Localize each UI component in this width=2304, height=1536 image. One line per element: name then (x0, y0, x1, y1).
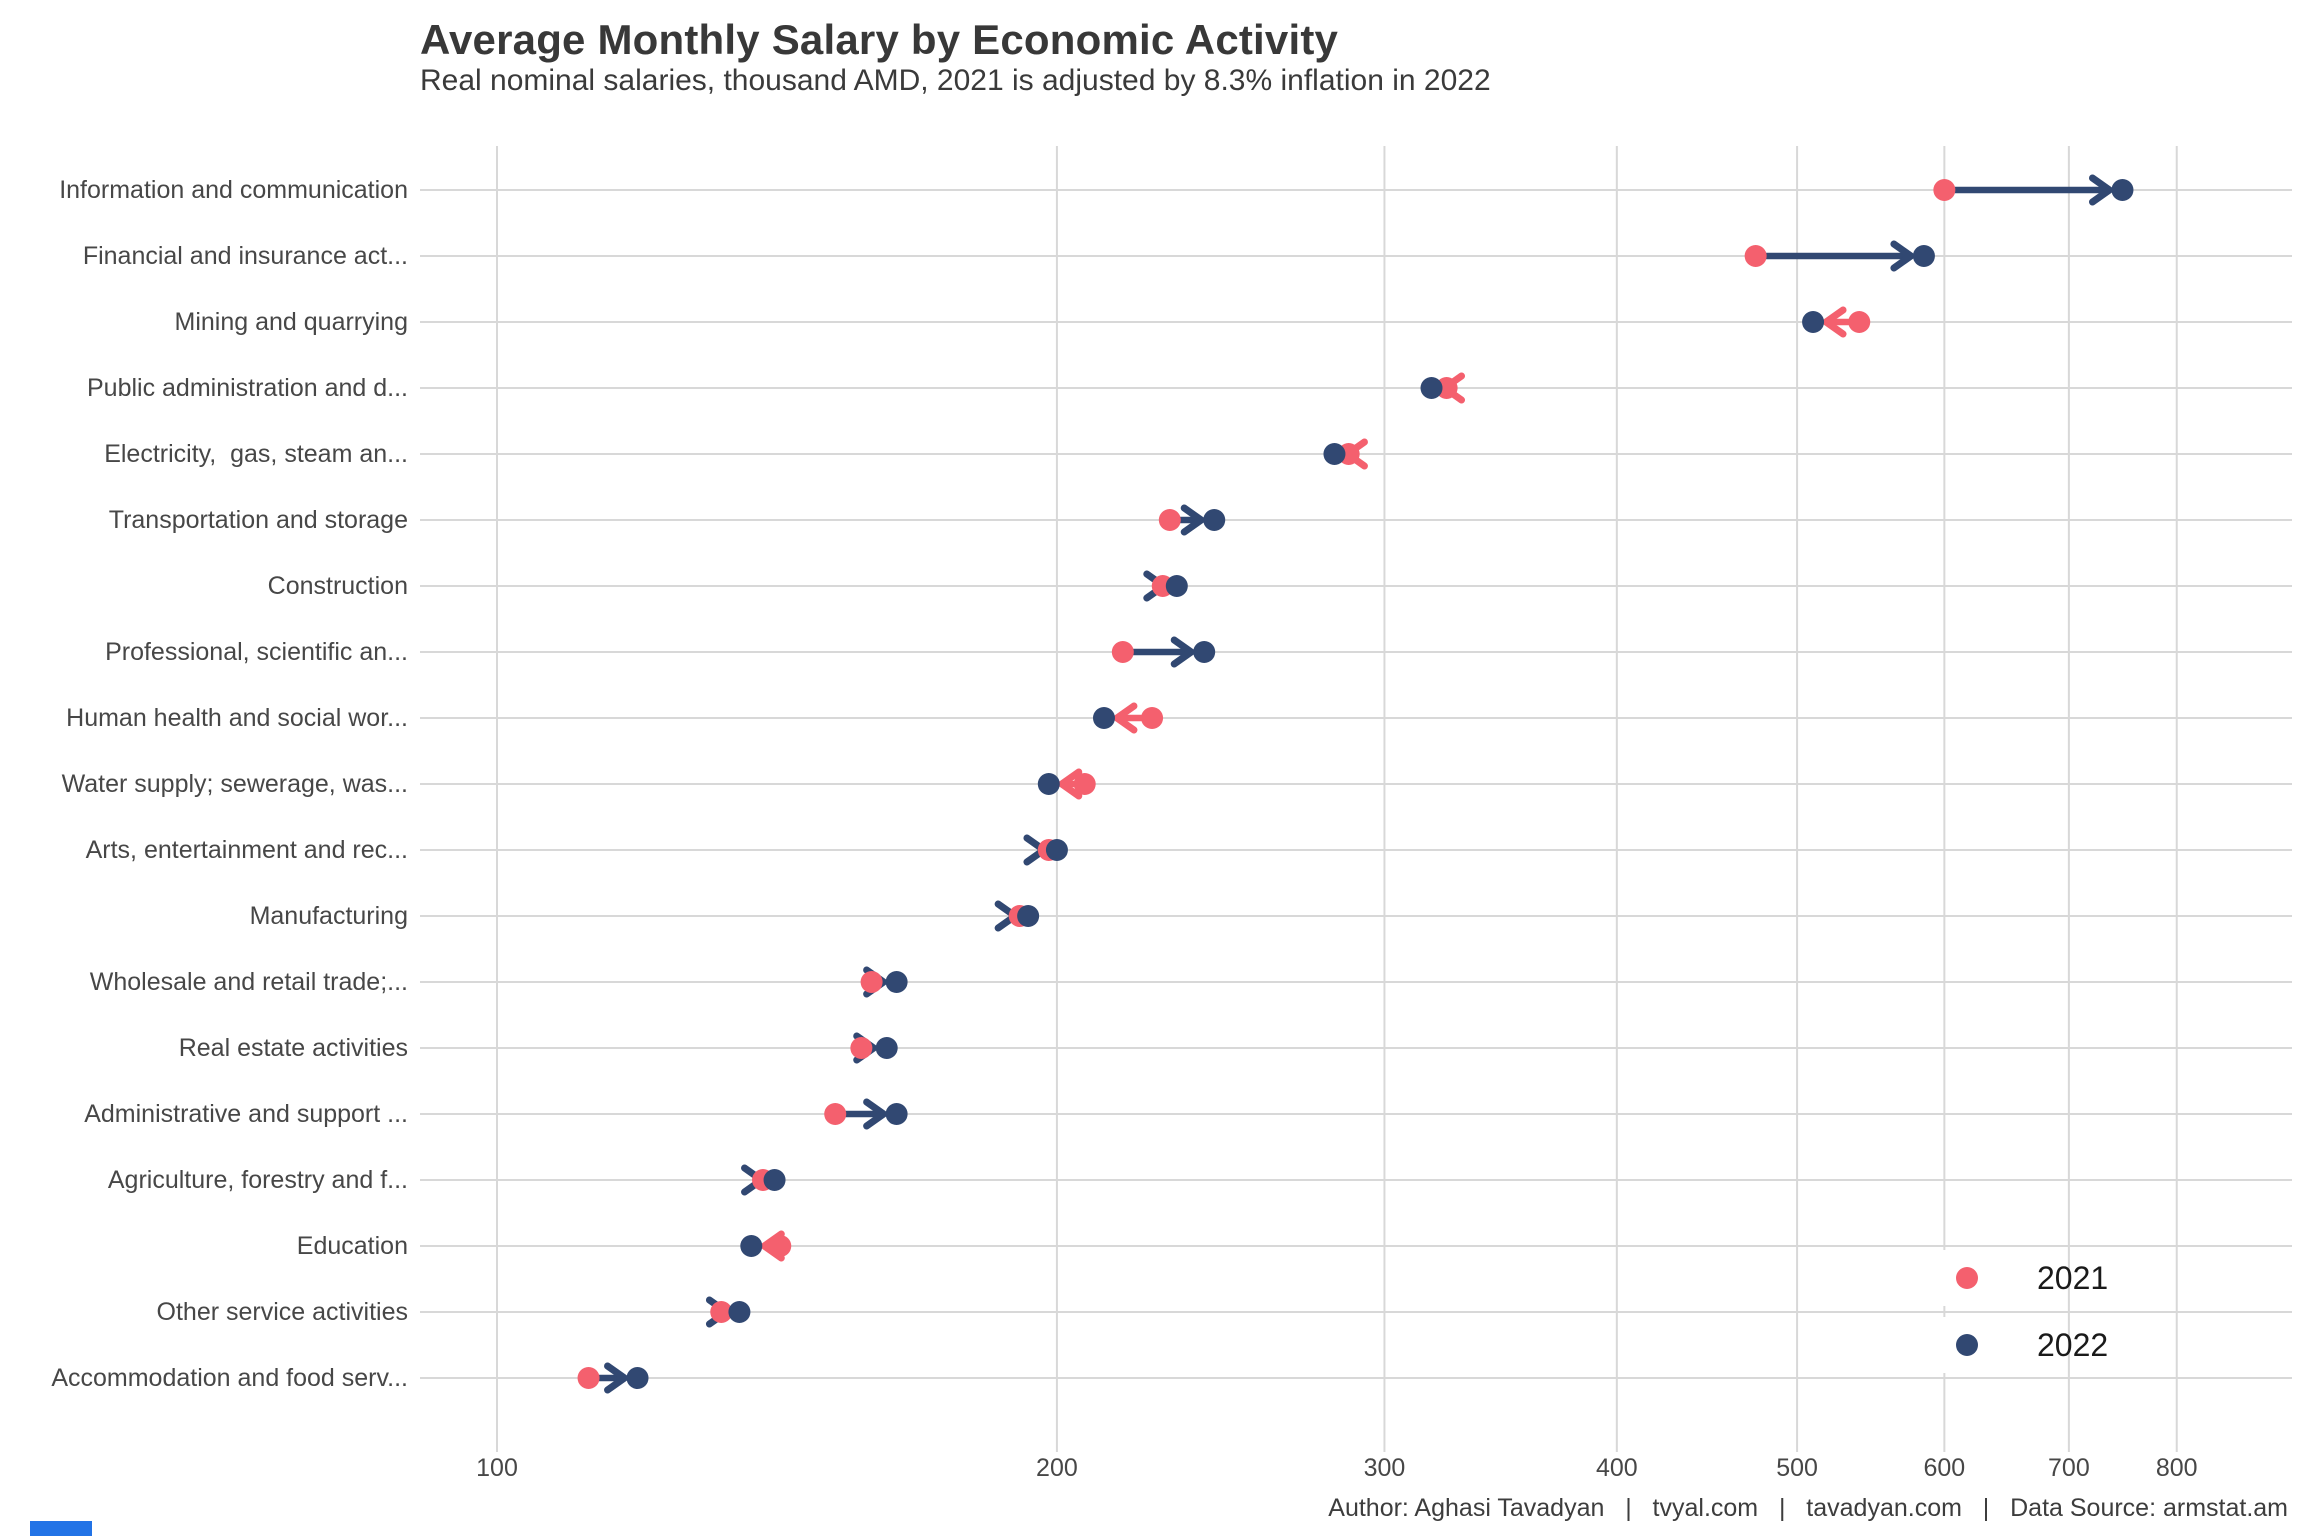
x-tick-label: 700 (2048, 1454, 2090, 1482)
data-point-2022 (1045, 839, 1068, 861)
data-point-2022 (740, 1235, 763, 1257)
legend-label: 2022 (2037, 1327, 2108, 1363)
data-point-2021 (769, 1235, 792, 1257)
legend-label: 2021 (2037, 1260, 2108, 1296)
y-axis-label: Information and communication (59, 176, 408, 204)
data-point-2021 (1744, 245, 1767, 267)
y-axis-label: Public administration and d... (86, 374, 408, 402)
y-axis-label: Construction (267, 572, 408, 600)
data-point-2022 (1323, 443, 1346, 465)
y-axis-label: Manufacturing (249, 902, 408, 930)
data-point-2022 (1802, 311, 1825, 333)
y-axis-label: Education (296, 1232, 408, 1260)
data-point-2021 (824, 1103, 847, 1125)
data-point-2022 (1420, 377, 1443, 399)
data-point-2022 (1203, 509, 1226, 531)
data-point-2021 (1158, 509, 1181, 531)
data-point-2021 (1073, 773, 1096, 795)
data-point-2021 (1848, 311, 1871, 333)
y-axis-label: Other service activities (156, 1298, 408, 1326)
data-point-2022 (728, 1301, 751, 1323)
y-axis-label: Wholesale and retail trade;... (89, 968, 408, 996)
data-point-2022 (763, 1169, 786, 1191)
y-axis-label: Mining and quarrying (174, 308, 408, 336)
data-point-2022 (1912, 245, 1935, 267)
y-axis-label: Administrative and support ... (84, 1100, 408, 1128)
page-title: Average Monthly Salary by Economic Activ… (420, 16, 1339, 63)
x-tick-label: 400 (1595, 1454, 1638, 1482)
arrowhead-left-icon (1822, 306, 1847, 338)
data-point-2022 (885, 1103, 908, 1125)
arrowhead-left-icon (1058, 768, 1083, 800)
y-axis-label: Agriculture, forestry and f... (107, 1166, 408, 1194)
arrowhead-left-icon (1113, 702, 1138, 734)
data-point-2021 (710, 1301, 733, 1323)
data-point-2021 (1141, 707, 1164, 729)
x-tick-label: 200 (1036, 1454, 1078, 1482)
chart-caption: Author: Aghasi Tavadyan | tvyal.com | ta… (1328, 1494, 2288, 1522)
y-axis-label: Accommodation and food serv... (51, 1364, 408, 1392)
data-point-2022 (1092, 707, 1115, 729)
legend-dot-icon (1956, 1267, 1978, 1289)
x-tick-label: 600 (1923, 1454, 1966, 1482)
page-subtitle: Real nominal salaries, thousand AMD, 202… (420, 64, 1491, 97)
footer-accent-bar (30, 1521, 92, 1536)
data-point-2022 (875, 1037, 898, 1059)
x-tick-label: 800 (2155, 1454, 2198, 1482)
arrowhead-right-icon (1890, 240, 1915, 272)
y-axis-label: Real estate activities (178, 1034, 408, 1062)
data-point-2021 (860, 971, 883, 993)
data-point-2022 (1193, 641, 1216, 663)
data-point-2021 (577, 1367, 600, 1389)
y-axis-label: Transportation and storage (108, 506, 408, 534)
data-point-2022 (2111, 179, 2134, 201)
arrowhead-right-icon (2088, 174, 2113, 206)
data-point-2022 (1017, 905, 1040, 927)
y-axis-label: Water supply; sewerage, was... (61, 770, 408, 798)
data-point-2022 (626, 1367, 649, 1389)
y-axis-label: Human health and social wor... (66, 704, 408, 732)
y-axis-label: Financial and insurance act... (82, 242, 408, 270)
arrowhead-right-icon (863, 1098, 888, 1130)
arrowhead-right-icon (1170, 636, 1195, 668)
x-tick-label: 500 (1776, 1454, 1818, 1482)
x-tick-label: 300 (1363, 1454, 1406, 1482)
legend-dot-icon (1956, 1334, 1978, 1356)
data-point-2021 (1435, 377, 1458, 399)
y-axis-label: Electricity, gas, steam an... (104, 440, 408, 468)
data-point-2021 (1111, 641, 1134, 663)
y-axis-label: Arts, entertainment and rec... (85, 836, 408, 864)
data-point-2021 (850, 1037, 873, 1059)
data-point-2022 (1037, 773, 1060, 795)
y-axis-label: Professional, scientific an... (105, 638, 408, 666)
x-tick-label: 100 (476, 1454, 518, 1482)
data-point-2022 (885, 971, 908, 993)
arrowhead-right-icon (604, 1362, 629, 1394)
data-point-2022 (1165, 575, 1188, 597)
data-point-2021 (1933, 179, 1956, 201)
arrowhead-right-icon (1180, 504, 1205, 536)
